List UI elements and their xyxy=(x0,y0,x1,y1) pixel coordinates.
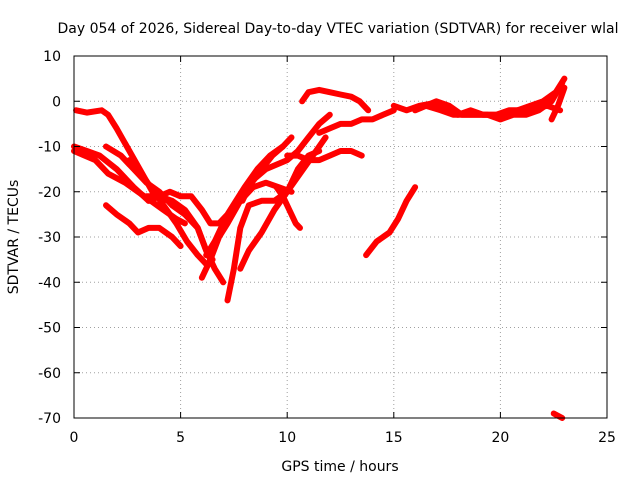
chart-title: Day 054 of 2026, Sidereal Day-to-day VTE… xyxy=(57,21,618,37)
y-tick-label: 0 xyxy=(52,94,61,110)
y-tick-label: -30 xyxy=(38,230,61,246)
series-line-arc-14 xyxy=(273,184,303,231)
x-axis-label: GPS time / hours xyxy=(281,459,398,475)
series-line-arc-7 xyxy=(103,202,184,250)
y-tick-label: -40 xyxy=(38,275,61,291)
y-axis-label: SDTVAR / TECUs xyxy=(6,180,22,295)
series-line-arc-22 xyxy=(548,84,568,123)
x-tick-label: 0 xyxy=(70,430,79,446)
y-tick-label: -70 xyxy=(38,411,61,427)
x-tick-label: 15 xyxy=(385,430,403,446)
y-tick-label: -50 xyxy=(38,321,61,337)
series-line-arc-21 xyxy=(412,75,568,118)
x-tick-label: 25 xyxy=(598,430,616,446)
series-line-arc-17 xyxy=(316,107,397,136)
series-line-arc-23 xyxy=(550,410,566,421)
y-tick-label: -10 xyxy=(38,140,61,156)
axis-ticks: 0 5 10 15 20 25 10 0 -10 -20 -30 -40 -50 -60 -70 xyxy=(38,49,616,446)
series-line-arc-8 xyxy=(145,143,286,227)
x-tick-label: 20 xyxy=(491,430,509,446)
data-series-group xyxy=(71,75,568,421)
series-line-arc-5 xyxy=(126,157,210,268)
series-line-arc-11 xyxy=(224,148,323,304)
y-tick-label: 10 xyxy=(43,49,61,65)
series-line-arc-10 xyxy=(203,111,333,259)
series-line-arc-13 xyxy=(239,134,295,204)
series-line-arc-16 xyxy=(299,86,372,114)
y-tick-label: -60 xyxy=(38,366,61,382)
y-tick-label: -20 xyxy=(38,185,61,201)
series-line-arc-15 xyxy=(284,148,365,164)
x-tick-label: 10 xyxy=(278,430,296,446)
x-tick-label: 5 xyxy=(176,430,185,446)
series-line-arc-18 xyxy=(363,184,419,259)
